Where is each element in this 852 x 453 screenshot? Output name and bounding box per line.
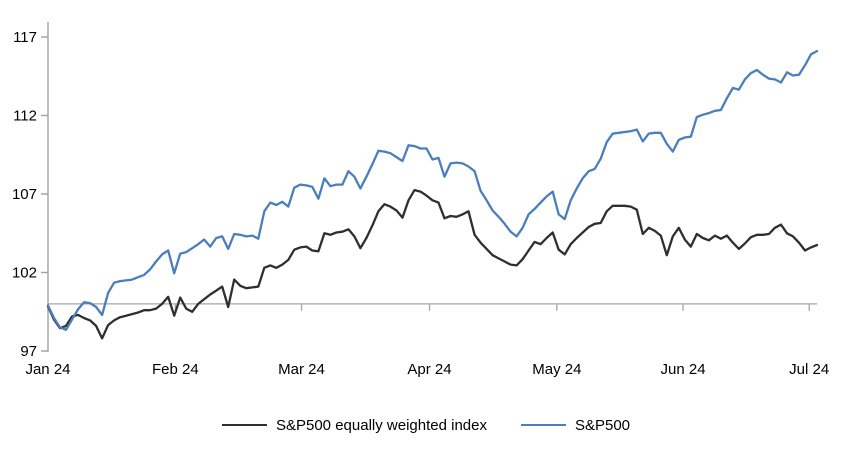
y-tick-label: 97 xyxy=(20,343,37,360)
chart-legend: S&P500 equally weighted index S&P500 xyxy=(0,413,852,437)
series-line-equal-weight xyxy=(46,188,819,340)
y-tick-label: 102 xyxy=(12,265,37,282)
legend-line-swatch-blue xyxy=(520,424,566,426)
x-tick-label: Feb 24 xyxy=(152,361,199,378)
x-tick-label: Mar 24 xyxy=(278,361,325,378)
y-tick-label: 117 xyxy=(13,29,37,46)
legend-line-swatch-dark xyxy=(221,424,267,426)
x-tick-label: Apr 24 xyxy=(407,361,451,378)
x-tick-label: May 24 xyxy=(532,361,581,378)
legend-item-sp500-equal-weight: S&P500 equally weighted index xyxy=(221,416,487,434)
x-tick-label: Jul 24 xyxy=(789,361,829,378)
legend-label-sp500-equal-weight: S&P500 equally weighted index xyxy=(275,416,487,434)
series-line-sp500 xyxy=(46,49,819,331)
legend-item-sp500: S&P500 xyxy=(520,416,631,434)
y-tick-label: 107 xyxy=(12,186,37,203)
legend-label-sp500: S&P500 xyxy=(574,416,631,434)
x-tick-label: Jan 24 xyxy=(25,361,70,378)
x-tick-label: Jun 24 xyxy=(661,361,706,378)
y-tick-label: 112 xyxy=(13,108,37,125)
